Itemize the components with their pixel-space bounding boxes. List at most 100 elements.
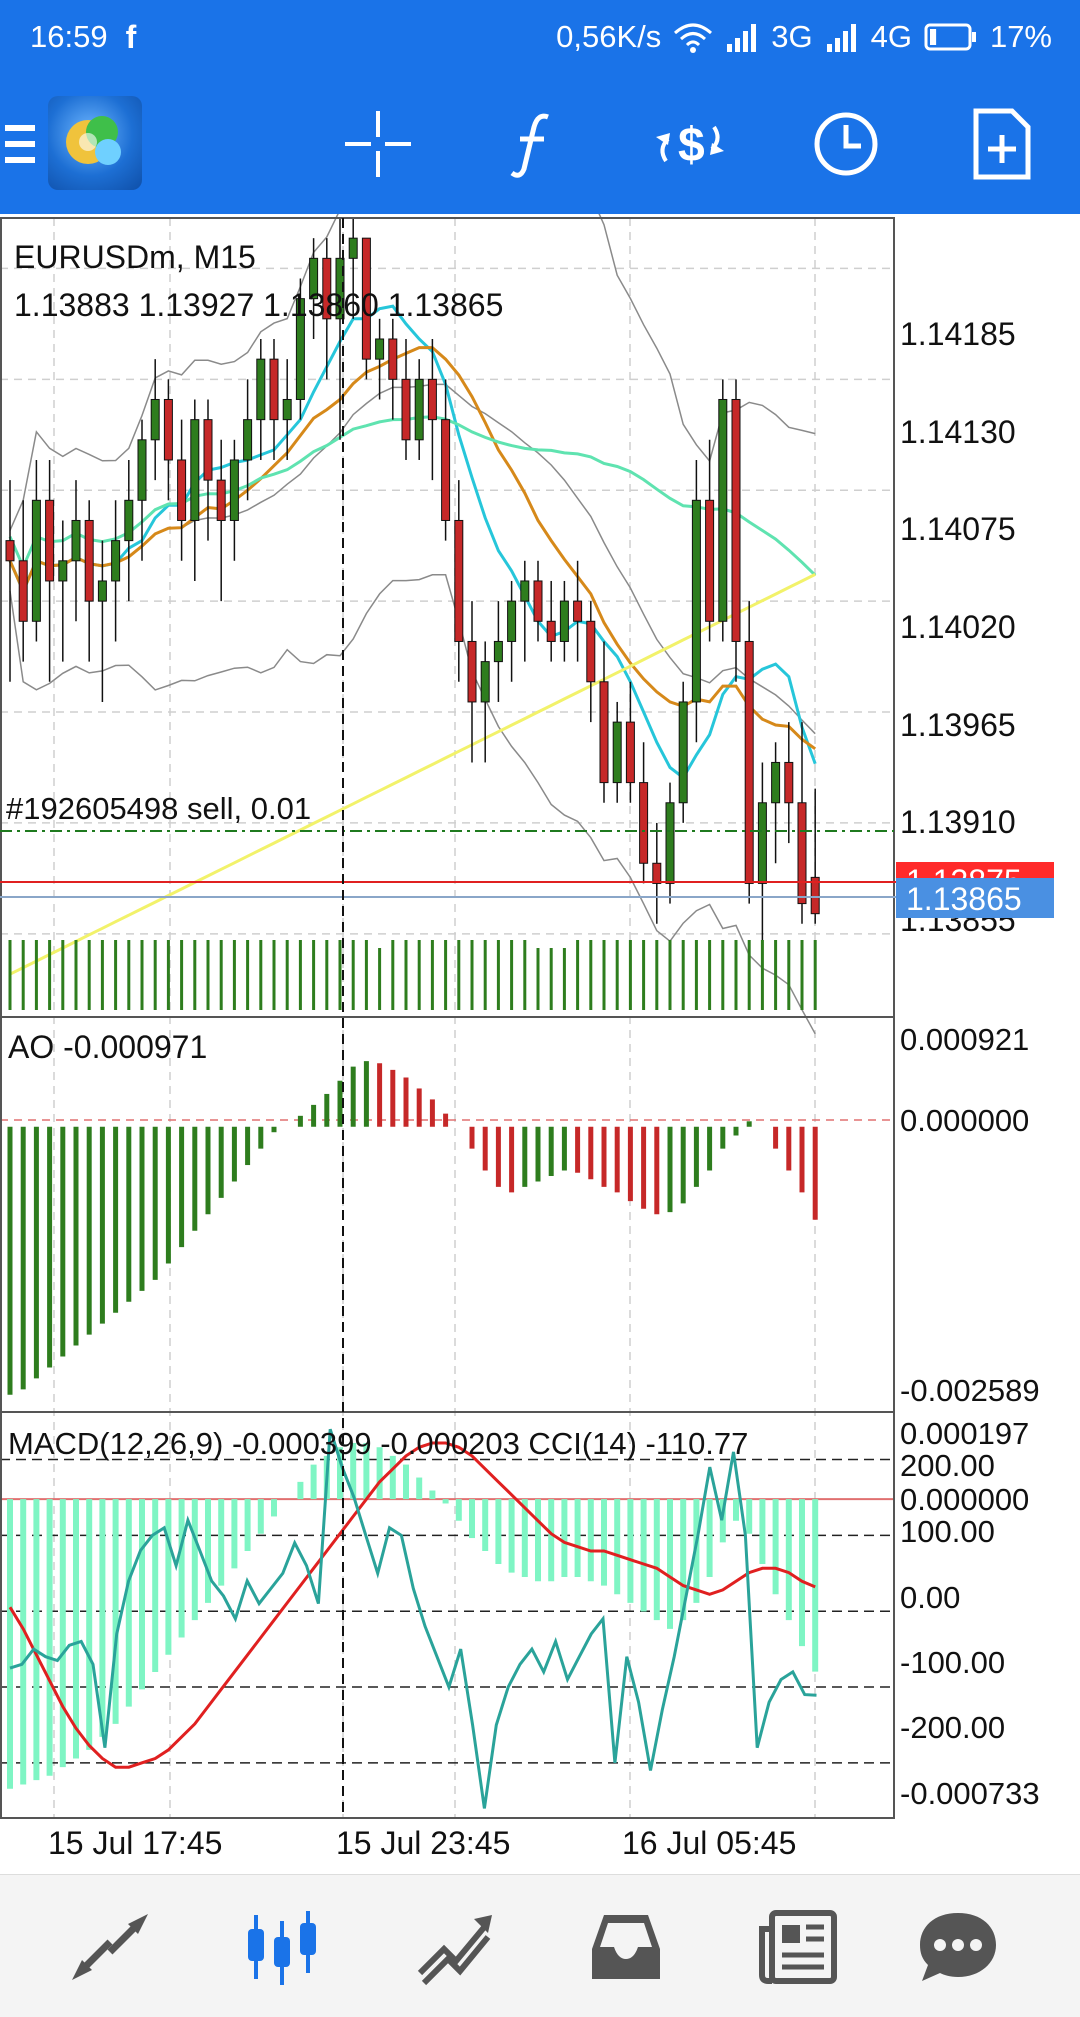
candle-body <box>58 560 68 582</box>
candle-body <box>31 499 41 622</box>
candle-body <box>691 499 701 703</box>
nav-news[interactable] <box>748 1897 848 1997</box>
price-label: 1.14020 <box>900 609 1016 645</box>
ao-axis-label: 0.000921 <box>900 1022 1029 1057</box>
candle-body <box>731 398 741 642</box>
candle-body <box>401 378 411 441</box>
candle-body <box>546 620 556 642</box>
indicators-button[interactable] <box>484 94 584 194</box>
ao-axis-label: -0.002589 <box>900 1373 1040 1408</box>
nav-chat[interactable] <box>908 1897 1008 1997</box>
candle-body <box>84 519 94 602</box>
candle-body <box>137 439 147 501</box>
ohlc-label: 1.13883 1.13927 1.13860 1.13865 <box>14 287 503 323</box>
candle-body <box>665 802 675 884</box>
signal-bars-icon <box>727 24 757 52</box>
candle-body <box>124 499 134 542</box>
cci-line <box>9 1428 817 1809</box>
candle-body <box>295 298 305 400</box>
cci-axis-label: 0.00 <box>900 1580 960 1615</box>
volume-bars <box>8 940 817 1010</box>
candle-body <box>269 358 279 421</box>
candle-body <box>111 540 121 582</box>
macd-panel <box>0 1428 894 1809</box>
nav-trade[interactable] <box>404 1897 504 1997</box>
macd-axis-label: 0.000000 <box>900 1482 1029 1517</box>
candle-body <box>467 640 477 703</box>
price-label: 1.13910 <box>900 804 1016 840</box>
new-order-button[interactable] <box>952 94 1052 194</box>
app-logo-icon[interactable] <box>48 96 142 190</box>
status-time: 16:59 <box>30 19 108 54</box>
candle-body <box>348 237 358 259</box>
candle-body <box>771 761 781 804</box>
symbol-switch-icon: $ <box>656 119 724 172</box>
inbox-icon <box>592 1915 660 1979</box>
top-toolbar: $ <box>0 74 1080 214</box>
nav-history[interactable] <box>576 1897 676 1997</box>
candle-body <box>507 600 517 642</box>
candle-body <box>163 398 173 461</box>
cci-axis-label: -200.00 <box>900 1710 1005 1745</box>
price-chart[interactable]: #192605498 sell, 0.01 EURUSDm, M15 1.138… <box>0 214 1080 1874</box>
candle-body <box>625 721 635 784</box>
candle-body <box>97 580 107 602</box>
candle-body <box>718 398 728 622</box>
candle-body <box>45 499 55 582</box>
news-icon <box>759 1910 837 1984</box>
candle-body <box>586 620 596 683</box>
candle-body <box>243 419 253 461</box>
nav-chart[interactable] <box>232 1897 332 1997</box>
candle-body <box>190 419 200 521</box>
crosshair-button[interactable] <box>328 94 428 194</box>
price-label: 1.13965 <box>900 707 1016 743</box>
candle-body <box>150 398 160 441</box>
new-order-icon <box>973 108 1031 180</box>
network-3g: 3G <box>771 19 813 54</box>
svg-text:$: $ <box>678 119 705 172</box>
order-label: #192605498 sell, 0.01 <box>6 791 311 826</box>
candle-body <box>203 419 213 481</box>
candle-body <box>757 802 767 884</box>
candle-body <box>177 459 187 521</box>
candle-body <box>744 640 754 884</box>
candle-body <box>282 398 292 421</box>
candle-body <box>309 257 319 300</box>
candle-body <box>599 681 609 784</box>
cci-axis-label: 200.00 <box>900 1448 995 1483</box>
chart-area[interactable]: #192605498 sell, 0.01 EURUSDm, M15 1.138… <box>0 214 1080 1874</box>
trade-icon <box>417 1915 492 1986</box>
quotes-icon <box>72 1914 148 1980</box>
network-4g: 4G <box>870 19 912 54</box>
candle-body <box>375 338 385 360</box>
candle-body <box>18 560 28 622</box>
symbol-label: EURUSDm, M15 <box>14 239 256 275</box>
candle-body <box>678 701 688 804</box>
status-bar: 16:59 f 0,56K/s 3G 4G 17% <box>0 0 1080 74</box>
bollinger-upper <box>9 214 816 531</box>
menu-button[interactable] <box>0 94 70 194</box>
candle-body <box>256 358 266 421</box>
time-label: 15 Jul 17:45 <box>48 1825 222 1861</box>
candle-body <box>388 338 398 380</box>
ao-histogram <box>7 1061 818 1395</box>
nav-quotes[interactable] <box>60 1897 160 1997</box>
ao-header: AO -0.000971 <box>8 1029 207 1065</box>
battery-percent: 17% <box>989 19 1052 54</box>
signal-bars-icon <box>826 24 856 52</box>
price-label: 1.14075 <box>900 511 1016 547</box>
battery-icon <box>924 23 976 51</box>
ma-green <box>8 415 817 577</box>
candle-body <box>612 721 622 784</box>
bollinger-lower <box>9 574 816 1035</box>
time-label: 15 Jul 23:45 <box>336 1825 510 1861</box>
wifi-icon <box>674 23 713 53</box>
price-label: 1.14185 <box>900 316 1016 352</box>
candle-body <box>797 802 807 905</box>
symbol-switch-button[interactable]: $ <box>640 94 740 194</box>
candlestick-chart-icon <box>248 1911 316 1985</box>
timeframe-button[interactable] <box>796 94 896 194</box>
price-axis: 1.14185 1.14130 1.14075 1.14020 1.13965 … <box>900 316 1016 938</box>
candle-body <box>493 640 503 663</box>
candle-body <box>810 876 820 915</box>
